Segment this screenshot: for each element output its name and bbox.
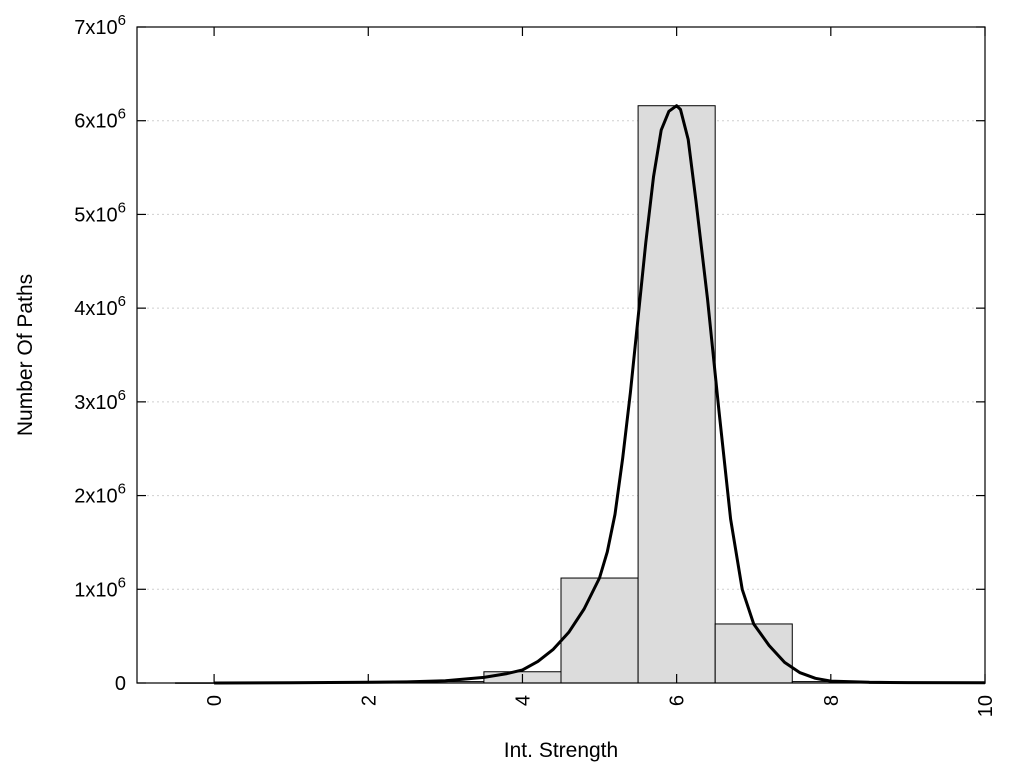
y-tick-label: 6x106 — [74, 106, 126, 133]
y-axis-label: Number Of Paths — [14, 274, 37, 436]
y-tick-label: 4x106 — [74, 293, 126, 320]
x-axis-ticks: 0 2 4 6 8 10 — [204, 27, 997, 717]
y-tick-label: 5x106 — [74, 199, 126, 226]
x-tick-label: 8 — [821, 695, 843, 706]
y-tick-label: 2x106 — [74, 481, 126, 508]
y-tick-label: 7x106 — [74, 12, 126, 39]
histogram-bar — [637, 105, 716, 684]
bar-series — [175, 105, 986, 684]
x-tick-label: 2 — [358, 695, 380, 706]
histogram-bar — [560, 577, 639, 684]
fit-curve — [214, 104, 986, 685]
y-tick-label: 3x106 — [74, 387, 126, 414]
x-tick-label: 0 — [204, 695, 226, 706]
y-tick-label: 0 — [115, 673, 126, 695]
x-axis-label: Int. Strength — [504, 739, 618, 762]
x-tick-label: 4 — [512, 695, 534, 706]
plot-frame — [136, 26, 986, 684]
x-tick-label: 6 — [667, 695, 689, 706]
histogram-bar — [714, 623, 793, 684]
y-axis-ticks: 0 1x106 2x106 3x106 4x106 5x106 6x106 7x106 — [74, 12, 985, 695]
grid-lines — [137, 120, 985, 590]
fit-curve-layer — [214, 104, 986, 685]
y-tick-label: 1x106 — [74, 574, 126, 601]
x-tick-label: 10 — [975, 695, 997, 717]
